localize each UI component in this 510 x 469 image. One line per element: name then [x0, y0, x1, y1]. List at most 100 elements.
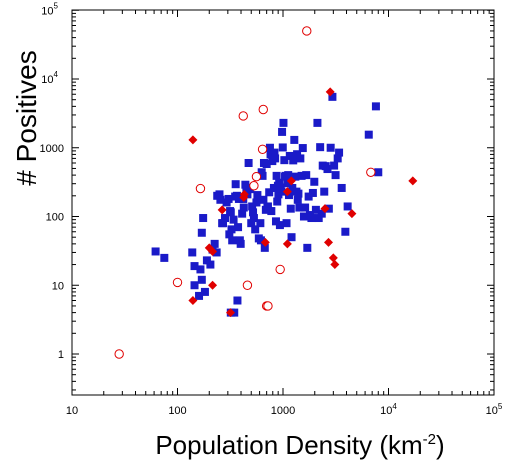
square-marker: [297, 171, 306, 180]
diamond-marker: [347, 209, 357, 219]
diamond-marker: [330, 260, 340, 270]
square-marker: [279, 118, 288, 127]
square-marker: [236, 239, 245, 248]
square-marker: [256, 219, 265, 228]
axis-ticks: [71, 9, 495, 395]
square-marker: [248, 202, 257, 211]
square-marker: [233, 296, 242, 305]
square-marker: [247, 219, 256, 228]
square-marker: [282, 219, 291, 228]
square-marker: [251, 225, 260, 234]
x-tick-label: 100: [168, 405, 186, 417]
circle-marker: [275, 264, 285, 275]
square-marker: [277, 187, 286, 196]
x-tick-label: 104: [380, 402, 397, 417]
square-marker: [303, 243, 312, 252]
x-axis-title-superscript: -2: [423, 431, 436, 448]
diamond-marker: [208, 280, 218, 290]
y-tick-label: 1: [58, 349, 64, 361]
square-marker: [190, 262, 199, 271]
diamond-marker: [282, 239, 292, 249]
diamond-marker: [239, 189, 249, 199]
square-marker: [275, 221, 284, 230]
square-marker: [298, 144, 307, 153]
square-marker: [215, 190, 224, 199]
square-marker: [330, 161, 339, 170]
square-marker: [210, 239, 219, 248]
square-marker: [196, 265, 205, 274]
circle-marker: [302, 26, 312, 36]
square-marker: [160, 253, 169, 262]
square-marker: [374, 168, 383, 177]
diamond-marker: [286, 176, 296, 186]
square-marker: [249, 214, 258, 223]
square-marker: [288, 183, 297, 192]
diamond-marker: [408, 176, 418, 186]
circle-marker: [257, 144, 268, 154]
square-marker: [259, 195, 268, 204]
plot-frame: [71, 9, 495, 396]
diamond-marker: [260, 237, 270, 247]
square-marker: [229, 215, 238, 224]
square-marker: [293, 150, 302, 159]
square-marker: [224, 194, 233, 203]
square-marker: [234, 194, 243, 203]
circle-marker: [258, 104, 268, 115]
y-tick-labels: 1 10 100 1000 104 105: [40, 1, 64, 361]
square-marker: [313, 118, 322, 127]
diamond-marker: [320, 204, 330, 214]
diamond-marker: [282, 187, 292, 197]
square-marker: [265, 143, 274, 152]
square-marker: [343, 202, 352, 211]
square-marker: [371, 102, 380, 111]
square-marker: [226, 208, 235, 217]
square-marker: [320, 187, 329, 196]
circle-marker: [263, 301, 273, 311]
square-marker: [295, 203, 304, 212]
square-marker: [269, 183, 278, 192]
square-marker: [219, 219, 228, 228]
x-axis-title-close: ): [436, 430, 445, 460]
square-marker: [326, 143, 335, 152]
square-marker: [323, 165, 332, 174]
circle-marker: [114, 349, 124, 359]
square-marker: [270, 148, 279, 157]
y-tick-label: 100: [46, 212, 64, 224]
square-marker: [287, 233, 296, 242]
square-marker: [284, 171, 293, 180]
square-marker: [337, 183, 346, 192]
y-tick-label: 105: [41, 1, 58, 17]
square-marker: [263, 202, 272, 211]
square-marker: [260, 243, 269, 252]
square-marker: [285, 191, 294, 200]
square-marker: [197, 228, 206, 237]
square-marker: [291, 172, 300, 181]
diamond-marker: [208, 246, 218, 256]
square-marker: [310, 177, 319, 186]
data-points: [114, 26, 418, 359]
square-marker: [249, 208, 258, 217]
square-marker: [258, 171, 267, 180]
square-marker: [294, 189, 303, 198]
square-marker: [275, 178, 284, 187]
square-marker: [308, 188, 317, 197]
square-marker: [202, 256, 211, 265]
square-marker: [341, 227, 350, 236]
square-marker: [238, 209, 247, 218]
x-tick-labels: 10 100 1000 104 105: [66, 402, 503, 417]
square-marker: [272, 171, 281, 180]
square-marker: [302, 171, 311, 180]
square-marker: [307, 214, 316, 223]
x-axis-title-main: Population Density (km: [155, 430, 422, 460]
square-marker: [296, 154, 305, 163]
circle-marker: [195, 183, 206, 194]
square-marker: [206, 260, 215, 269]
circle-marker: [366, 167, 376, 177]
square-marker: [221, 214, 230, 223]
square-marker: [364, 130, 373, 139]
square-marker: [228, 236, 237, 245]
square-marker: [267, 207, 276, 216]
diamond-marker: [328, 253, 338, 263]
x-tick-label: 10: [66, 405, 78, 417]
diamond-marker: [325, 87, 335, 97]
